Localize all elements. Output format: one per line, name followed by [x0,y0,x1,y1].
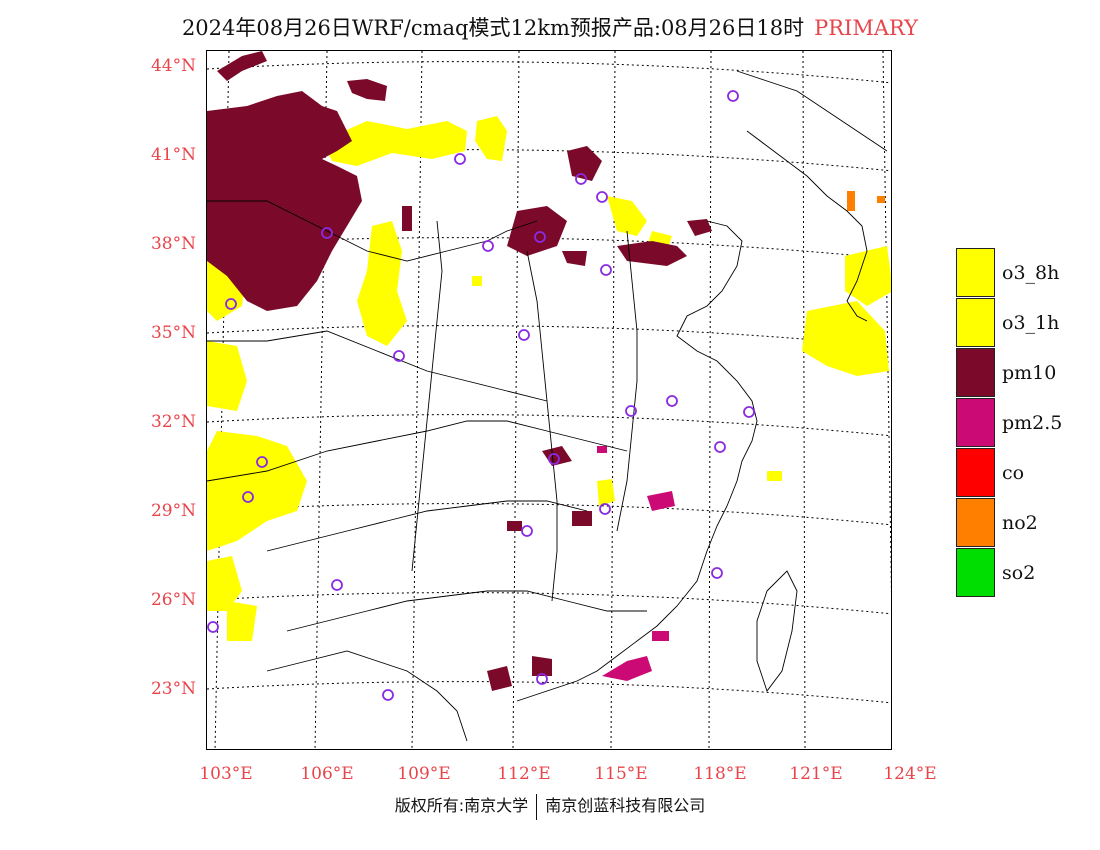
legend-item-o3-1h: o3_1h [956,298,1096,348]
legend-item-pm25: pm2.5 [956,398,1096,448]
legend-swatch [956,348,995,397]
pm25-areas [597,446,675,681]
lon-label-121: 121°E [789,764,843,784]
lat-label-41: 41°N [150,145,196,165]
lon-label-109: 109°E [397,764,451,784]
lon-label-103: 103°E [199,764,253,784]
legend-item-pm10: pm10 [956,348,1096,398]
lat-label-32: 32°N [150,412,196,432]
lon-label-115: 115°E [594,764,648,784]
legend-swatch [956,398,995,447]
map-title: 2024年08月26日WRF/cmaq模式12km预报产品:08月26日18时 P… [0,12,1100,42]
legend-item-co: co [956,448,1096,498]
map-legend: o3_8h o3_1h pm10 pm2.5 co no2 so2 [956,248,1096,598]
primary-tag: PRIMARY [814,16,919,40]
lon-label-124: 124°E [883,764,937,784]
copyright-right: 南京创蓝科技有限公司 [545,796,706,815]
legend-swatch [956,448,995,497]
lat-label-44: 44°N [150,56,196,76]
monitor-sites [207,90,755,701]
title-text: 2024年08月26日WRF/cmaq模式12km预报产品:08月26日18时 [181,16,805,40]
map-canvas [207,51,891,749]
legend-label: no2 [1002,512,1038,534]
lat-label-35: 35°N [150,323,196,343]
lon-label-118: 118°E [693,764,747,784]
legend-swatch [956,498,995,547]
forecast-map [206,50,892,750]
legend-label: so2 [1002,562,1036,584]
lat-label-29: 29°N [150,501,196,521]
legend-item-o3-8h: o3_8h [956,248,1096,298]
legend-swatch [956,548,995,597]
legend-swatch [956,298,995,347]
legend-item-so2: so2 [956,548,1096,598]
no2-areas [847,191,885,211]
copyright-left: 版权所有:南京大学 [394,796,529,815]
lon-label-112: 112°E [497,764,551,784]
legend-item-no2: no2 [956,498,1096,548]
boundaries [207,70,888,742]
lon-label-106: 106°E [300,764,354,784]
lat-label-38: 38°N [150,234,196,254]
pm10-areas [207,51,712,691]
footer-divider [536,793,538,820]
legend-label: o3_8h [1002,262,1060,284]
legend-label: pm10 [1002,362,1057,384]
legend-swatch [956,248,995,297]
legend-label: pm2.5 [1002,412,1063,434]
lat-label-26: 26°N [150,590,196,610]
lat-label-23: 23°N [150,679,196,699]
copyright-footer: 版权所有:南京大学 南京创蓝科技有限公司 [0,792,1100,820]
legend-label: co [1002,462,1025,484]
legend-label: o3_1h [1002,312,1060,334]
